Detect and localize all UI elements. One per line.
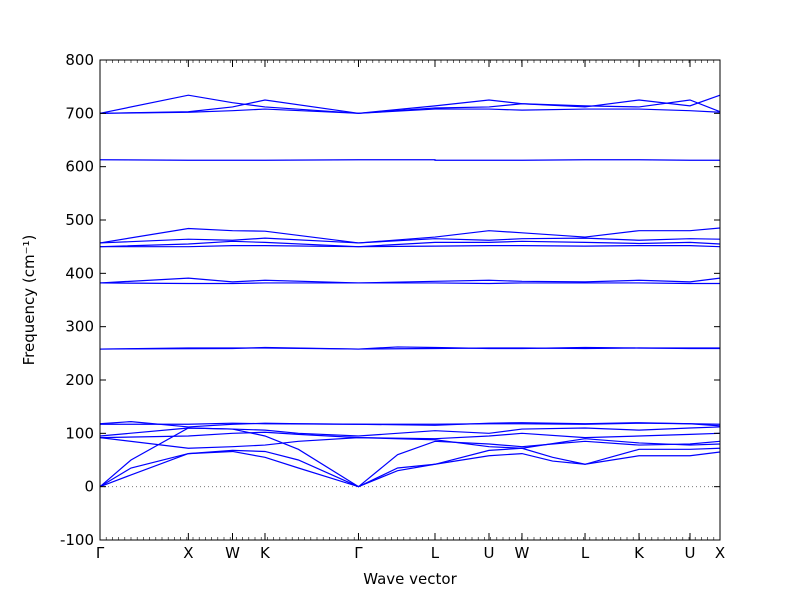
plot-frame xyxy=(99,59,721,541)
y-tick-label: 800 xyxy=(65,51,94,69)
band-line-20 xyxy=(99,108,721,114)
y-tick-label: 600 xyxy=(65,158,94,176)
band-line-10 xyxy=(99,346,720,350)
band-line-13 xyxy=(99,227,721,244)
y-tick-label: 400 xyxy=(65,264,94,282)
x-tick-label: Γ xyxy=(96,544,105,562)
x-tick-label: X xyxy=(183,544,193,562)
band-lines xyxy=(99,94,721,488)
x-tick-label: K xyxy=(634,544,645,562)
band-line-2 xyxy=(99,447,721,488)
plot-background xyxy=(100,60,720,540)
x-tick-label: W xyxy=(515,544,530,562)
y-tick-label: -100 xyxy=(60,531,94,549)
band-line-8 xyxy=(100,422,721,425)
band-line-12 xyxy=(99,282,720,285)
x-axis-title: Wave vector xyxy=(363,570,457,588)
band-line-4 xyxy=(99,436,721,449)
band-line-19 xyxy=(99,99,721,114)
band-line-17 xyxy=(99,159,720,161)
y-axis-ticks: -100 0 100 200 300 400 500 600 700 800 xyxy=(60,51,720,549)
x-tick-label: X xyxy=(715,544,725,562)
band-line-16 xyxy=(100,245,721,248)
x-tick-label: Γ xyxy=(354,544,363,562)
x-tick-label: U xyxy=(684,544,695,562)
x-tick-label: L xyxy=(581,544,590,562)
y-tick-label: 100 xyxy=(65,424,94,442)
y-tick-label: 0 xyxy=(84,478,94,496)
y-tick-label: 700 xyxy=(65,104,94,122)
x-tick-label: U xyxy=(483,544,494,562)
y-tick-label: 300 xyxy=(65,318,94,336)
band-line-5 xyxy=(99,431,721,440)
band-line-11 xyxy=(99,277,721,284)
band-line-14 xyxy=(99,237,721,244)
x-tick-label: W xyxy=(225,544,240,562)
band-line-15 xyxy=(99,240,721,248)
y-axis-title: Frequency (cm⁻¹) xyxy=(20,235,38,366)
y-tick-label: 500 xyxy=(65,211,94,229)
x-tick-label: K xyxy=(260,544,271,562)
band-line-6 xyxy=(99,426,721,437)
y-tick-label: 200 xyxy=(65,371,94,389)
band-line-18 xyxy=(99,94,721,114)
x-tick-label: L xyxy=(431,544,440,562)
